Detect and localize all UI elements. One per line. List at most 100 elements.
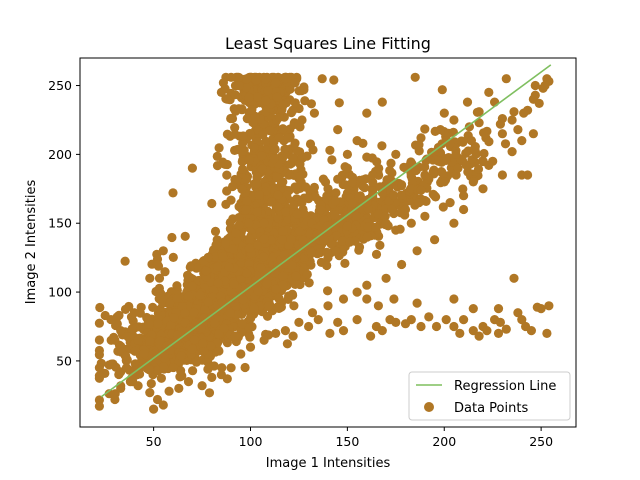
data-point <box>289 301 299 311</box>
data-point <box>203 364 213 374</box>
data-point <box>214 143 224 153</box>
data-point <box>244 243 254 253</box>
data-point <box>464 122 474 132</box>
data-point <box>439 108 449 118</box>
data-point <box>226 363 236 373</box>
data-point <box>217 297 227 307</box>
data-point <box>264 301 274 311</box>
data-point <box>462 97 473 107</box>
data-point <box>245 342 256 352</box>
data-point <box>362 232 372 242</box>
data-point <box>251 75 261 85</box>
data-point <box>362 108 372 118</box>
data-point <box>266 197 276 207</box>
data-point <box>406 315 416 325</box>
data-point <box>400 204 411 215</box>
data-point <box>362 294 372 304</box>
data-point <box>133 381 143 391</box>
data-point <box>386 176 397 186</box>
data-point <box>301 182 311 192</box>
data-point <box>219 323 229 333</box>
data-point <box>274 112 285 122</box>
data-point <box>174 383 184 393</box>
data-point <box>287 260 297 270</box>
data-point <box>433 156 443 166</box>
data-point <box>449 218 459 228</box>
data-point <box>316 205 326 215</box>
data-point <box>120 256 130 266</box>
data-point <box>493 328 504 338</box>
data-point <box>530 80 540 91</box>
data-point <box>259 234 269 244</box>
data-point <box>214 329 224 339</box>
data-point <box>288 105 298 115</box>
data-point <box>333 125 343 135</box>
data-point <box>466 136 476 146</box>
data-point <box>420 170 430 180</box>
data-point <box>329 75 339 85</box>
data-point <box>484 87 494 97</box>
data-point <box>274 303 284 313</box>
data-point <box>244 155 254 165</box>
data-point <box>263 86 273 96</box>
data-point <box>456 136 467 146</box>
data-point <box>159 362 169 372</box>
data-point <box>242 268 252 278</box>
data-point <box>542 328 552 338</box>
data-point <box>397 180 407 190</box>
data-point <box>411 165 421 176</box>
data-point <box>238 131 248 141</box>
data-point <box>468 326 478 336</box>
data-point <box>116 326 126 336</box>
data-point <box>158 298 168 308</box>
data-point <box>166 320 176 330</box>
data-point <box>322 247 332 257</box>
data-point <box>229 279 239 289</box>
data-point <box>188 366 198 376</box>
data-point <box>136 302 146 312</box>
data-point <box>532 302 542 312</box>
data-point <box>145 336 155 346</box>
data-point <box>315 247 325 258</box>
data-point <box>307 308 318 318</box>
data-point <box>302 269 312 279</box>
data-point <box>94 335 104 345</box>
data-point <box>338 326 349 336</box>
data-point <box>234 213 244 223</box>
data-point <box>234 80 244 91</box>
y-tick-label: 250 <box>48 78 72 93</box>
data-point <box>377 326 387 336</box>
data-point <box>258 130 268 140</box>
data-point <box>204 388 215 398</box>
data-point <box>230 123 240 133</box>
x-axis-ticks: 50 100 150 200 250 <box>146 427 553 449</box>
data-point <box>271 78 281 88</box>
data-point <box>318 174 328 184</box>
data-point <box>231 228 241 238</box>
data-point <box>461 160 471 170</box>
data-point <box>240 362 250 373</box>
data-point <box>257 151 267 161</box>
data-point <box>435 125 445 135</box>
data-point <box>169 313 179 323</box>
data-point <box>154 283 164 293</box>
data-point <box>158 246 168 256</box>
y-tick-label: 100 <box>48 285 72 300</box>
data-point <box>94 401 104 411</box>
data-point <box>437 167 447 177</box>
data-point <box>412 246 422 256</box>
data-point <box>110 394 120 405</box>
data-point <box>294 119 304 129</box>
data-point <box>513 125 523 135</box>
data-point <box>139 348 149 359</box>
data-point <box>230 129 240 139</box>
data-point <box>262 267 273 277</box>
data-point <box>241 205 251 215</box>
data-point <box>351 211 362 221</box>
data-point <box>280 326 290 336</box>
data-point <box>214 346 224 356</box>
data-point <box>242 114 252 124</box>
data-point <box>237 184 247 194</box>
